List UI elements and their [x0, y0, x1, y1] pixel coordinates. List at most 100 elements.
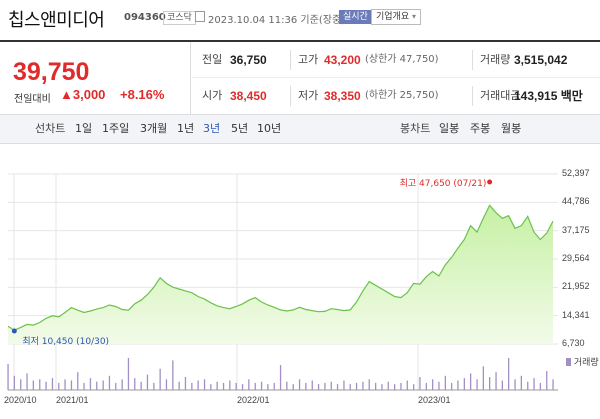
- volume-bar: [267, 384, 269, 390]
- volume-bar: [235, 382, 237, 390]
- candle-monthly[interactable]: 월봉: [501, 122, 522, 135]
- y-tick-label: 21,952: [562, 281, 590, 292]
- volume-bar: [165, 379, 168, 390]
- stock-header: 칩스앤미디어 094360 코스닥 2023.10.04 11:36 기준(장중…: [0, 0, 600, 34]
- period-3m[interactable]: 3개월: [140, 122, 168, 135]
- volume-bar: [489, 377, 491, 390]
- volume-bar: [324, 382, 326, 390]
- volume-bar: [425, 382, 427, 390]
- divider: [290, 86, 291, 106]
- price-area: [8, 205, 553, 344]
- volume-bar: [375, 382, 377, 390]
- lower-limit: (하한가 25,750): [365, 90, 439, 101]
- y-tick-label: 52,397: [562, 168, 590, 178]
- volume-bar: [216, 381, 218, 390]
- amount-value: 143,915 백만: [514, 89, 583, 103]
- volume-bar: [298, 379, 301, 390]
- x-tick-label: 2022/01: [237, 395, 270, 405]
- volume-legend-label: 거래량: [573, 358, 599, 368]
- volume-bar: [229, 380, 231, 390]
- period-1d[interactable]: 1일: [75, 122, 93, 135]
- volume-bar: [197, 380, 199, 390]
- volume-bar: [77, 372, 79, 390]
- volume-bar: [552, 379, 554, 390]
- volume-bar: [381, 384, 383, 390]
- volume-bar: [51, 378, 54, 390]
- volume-bar: [330, 381, 332, 390]
- change-label: 전일대비: [14, 94, 51, 105]
- realtime-button[interactable]: 실시간: [339, 10, 372, 24]
- volume-bar: [39, 379, 41, 390]
- volume-bar: [413, 384, 415, 390]
- y-tick-label: 44,786: [562, 196, 590, 207]
- volume-bar: [153, 382, 155, 390]
- price-change: ▲3,000: [60, 87, 106, 102]
- volume-bar: [520, 375, 522, 390]
- volume-bar: [58, 382, 60, 390]
- period-1y[interactable]: 1년: [177, 122, 195, 135]
- stats-row: 전일 36,750 고가 43,200 (상한가 47,750) 거래량 3,5…: [192, 42, 600, 78]
- volume-bar: [387, 381, 389, 390]
- volume-bar: [527, 381, 529, 390]
- x-tick-label: 2023/01: [418, 395, 451, 405]
- period-10y[interactable]: 10년: [257, 122, 282, 135]
- current-price: 39,750: [13, 58, 90, 86]
- volume-bar: [317, 384, 320, 390]
- high-marker: [487, 179, 493, 185]
- datetime-text: 2023.10.04 11:36 기준(장중): [208, 15, 346, 26]
- volume-bar: [146, 374, 149, 390]
- volume-bar: [13, 375, 15, 390]
- volume-bar: [273, 382, 275, 390]
- volume-bar: [311, 380, 313, 390]
- prev-label: 전일: [202, 53, 223, 66]
- price-chart[interactable]: 최고 47,650 (07/21) 최저 10,450 (10/30) 거래량 …: [0, 150, 600, 419]
- volume-bar: [286, 381, 288, 390]
- candle-daily[interactable]: 일봉: [439, 122, 460, 135]
- volume-bar: [457, 380, 459, 390]
- volume-bar: [20, 379, 22, 390]
- volume-bar: [476, 379, 478, 390]
- volume-bar: [419, 377, 421, 390]
- volume-bar: [191, 382, 193, 390]
- volume-bar: [172, 360, 174, 390]
- volume-bar: [400, 382, 402, 390]
- volume-bar: [70, 380, 73, 390]
- volume-legend: 거래량: [566, 355, 599, 368]
- low-annotation: 최저 10,450 (10/30): [22, 337, 110, 347]
- volume-bar: [178, 381, 180, 390]
- high-label: 고가: [298, 53, 319, 66]
- period-3y[interactable]: 3년: [203, 122, 221, 135]
- volume-bar: [533, 378, 535, 390]
- stock-code: 094360: [124, 12, 166, 23]
- calendar-icon: [195, 11, 205, 22]
- volume-bar: [470, 373, 472, 390]
- volume-bar: [336, 384, 339, 390]
- volume-bar: [127, 358, 130, 390]
- volume-bar: [108, 375, 111, 390]
- volume-bar: [438, 381, 440, 390]
- period-1w[interactable]: 1주일: [102, 122, 130, 135]
- high-value: 43,200: [324, 53, 361, 67]
- volume-bar: [482, 366, 484, 390]
- chevron-down-icon: ▾: [412, 12, 417, 21]
- volume-bar: [83, 382, 85, 390]
- volume-bar: [355, 382, 358, 390]
- volume-bar: [501, 380, 503, 390]
- high-annotation: 최고 47,650 (07/21): [399, 179, 487, 189]
- company-info-dropdown[interactable]: 기업개요 ▾: [371, 9, 422, 25]
- volume-bar: [514, 379, 516, 390]
- y-tick-label: 14,341: [562, 309, 590, 320]
- volume-bar: [292, 384, 294, 390]
- volume-bar: [7, 363, 9, 390]
- x-tick-label: 2021/01: [56, 395, 89, 405]
- divider: [0, 40, 600, 42]
- volume-bar: [343, 380, 345, 390]
- volume-bar: [279, 365, 282, 390]
- candle-weekly[interactable]: 주봉: [470, 122, 491, 135]
- volume-bar: [222, 382, 225, 390]
- period-5y[interactable]: 5년: [231, 122, 249, 135]
- period-bar: 선차트 1일 1주일 3개월 1년 3년 5년 10년 봉차트 일봉 주봉 월봉: [0, 114, 600, 144]
- volume-bar: [89, 378, 92, 390]
- upper-limit: (상한가 47,750): [365, 54, 439, 65]
- chart-svg: [7, 173, 558, 391]
